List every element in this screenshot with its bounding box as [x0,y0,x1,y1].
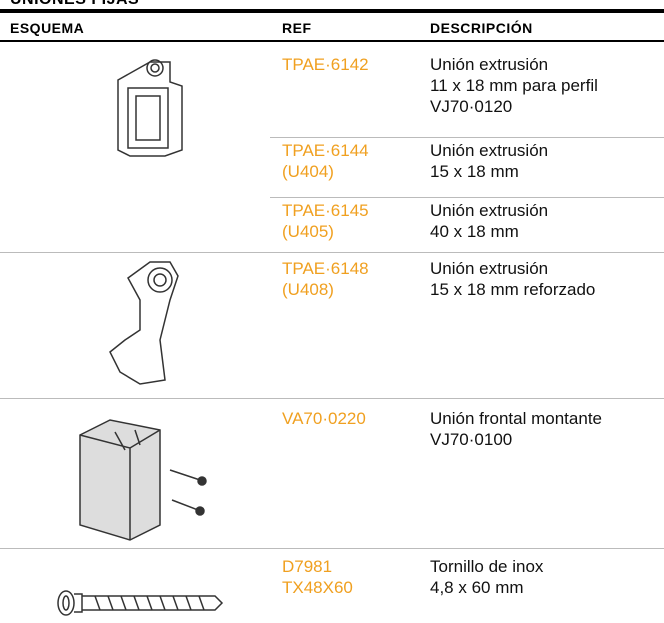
header-descripcion: DESCRIPCIÓN [430,20,533,36]
ref-code: VA70·0220 [282,409,366,428]
screw-schematic [57,590,224,616]
row-rule [0,252,664,253]
description-line: VJ70·0120 [430,97,513,116]
description-line: 15 x 18 mm [430,162,519,181]
description-line: Tornillo de inox [430,557,544,576]
header-ref: REF [282,20,312,36]
ref-code: TPAE·6142 [282,55,369,74]
description-line: 40 x 18 mm [430,222,519,241]
description-line: Unión extrusión [430,55,549,74]
description-line: 4,8 x 60 mm [430,578,524,597]
description-line: VJ70·0100 [430,430,513,449]
description-line: Unión extrusión [430,259,549,278]
ref-code: TPAE·6145 [282,201,369,220]
row-rule [0,398,664,399]
ref-code: TPAE·6144 [282,141,369,160]
row-rule [270,137,664,138]
top-rule [0,9,664,13]
row-rule [270,197,664,198]
description-line: Unión extrusión [430,201,549,220]
header-esquema: ESQUEMA [10,20,85,36]
ref-code: D7981 [282,557,333,576]
row-rule [0,548,664,549]
clip-schematic-2 [109,261,179,385]
ref-code: (U405) [282,222,334,241]
description-line: Unión frontal montante [430,409,602,428]
ref-code: (U408) [282,280,334,299]
ref-code: (U404) [282,162,334,181]
section-title: UNIONES FIJAS [10,0,139,9]
ref-code: TX48X60 [282,578,353,597]
header-rule [0,40,664,42]
description-line: Unión extrusión [430,141,549,160]
ref-code: TPAE·6148 [282,259,369,278]
block-schematic [79,419,207,541]
description-line: 11 x 18 mm para perfil [430,76,598,95]
description-line: 15 x 18 mm reforzado [430,280,596,299]
clip-schematic-1 [117,59,183,157]
